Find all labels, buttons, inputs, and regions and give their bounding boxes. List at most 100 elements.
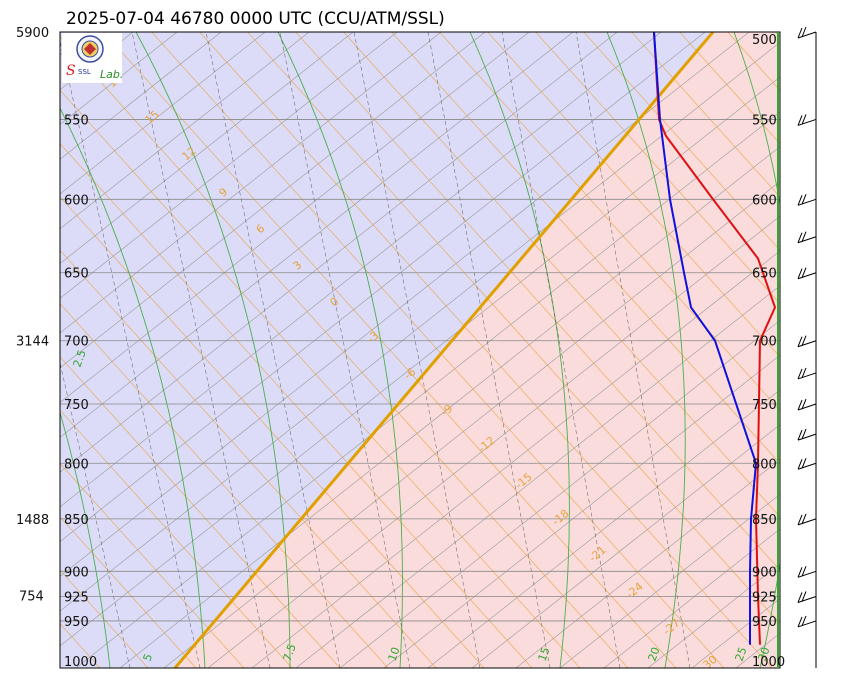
- dry-adiabat-line: [60, 36, 629, 668]
- isotherm-line: [60, 32, 354, 264]
- chart-title: 2025-07-04 46780 0000 UTC (CCU/ATM/SSL): [66, 9, 445, 29]
- wind-barb: [797, 231, 817, 244]
- moist-adiabat-line: [60, 107, 206, 668]
- wind-barb: [797, 267, 817, 280]
- dry-adiabat-line: [439, 32, 780, 411]
- pressure-label-left: 700: [64, 335, 89, 350]
- temperature-profile-line: [653, 32, 777, 645]
- dewpoint-profile-line: [653, 32, 758, 645]
- mixing-ratio-line: [279, 32, 411, 668]
- pressure-label-right: 850: [752, 513, 777, 528]
- dry-adiabat-line: [487, 32, 780, 358]
- pressure-label-right: 1000: [752, 655, 785, 670]
- dry-adiabat-line: [199, 32, 773, 668]
- isotherm-line: [60, 32, 662, 508]
- isotherm-line: [119, 146, 780, 668]
- isotherm-line: [427, 389, 780, 668]
- plot-overlay: 1000 1000 950 950 925 925 900 900 850 850 800 800 75…: [16, 26, 817, 670]
- isotherm-line: [163, 180, 780, 668]
- logo-text: Lab.: [100, 68, 123, 81]
- pressure-label-left: 650: [64, 267, 89, 282]
- isotherm-line: [515, 459, 780, 668]
- svg-text:S: S: [66, 63, 76, 79]
- wind-barb: [797, 194, 817, 206]
- dry-adiabat-line: [583, 32, 780, 251]
- moist-adiabat-label: 10: [386, 645, 403, 663]
- pressure-label-right: 950: [752, 615, 777, 630]
- isotherm-line: [0, 32, 45, 668]
- mixing-ratio-line: [205, 32, 341, 668]
- dry-adiabat-line: [60, 356, 341, 668]
- isotherm-line: [339, 320, 780, 668]
- mixing-ratio-line: [353, 32, 481, 668]
- dry-adiabat-line: [60, 249, 437, 668]
- isotherm-line: [60, 76, 780, 647]
- isotherm-line: [60, 32, 310, 230]
- dry-adiabat-line: [151, 32, 725, 668]
- pressure-label-left: 850: [64, 513, 89, 528]
- mixing-ratio-line: [427, 32, 551, 668]
- dry-adiabat-line: [247, 32, 780, 625]
- moist-adiabat-label: 20: [646, 645, 663, 663]
- moist-adiabat-label: 7.5: [281, 642, 299, 663]
- moist-adiabat-label: 2.5: [71, 348, 89, 369]
- moist-adiabat-line: [469, 32, 570, 668]
- moist-adiabat-label: 5: [141, 652, 156, 663]
- moist-adiabat-label: 30: [756, 645, 773, 663]
- dry-adiabat-line: [60, 516, 197, 668]
- moist-adiabat-line: [277, 32, 403, 668]
- dry-adiabat-line: [0, 32, 4, 668]
- pressure-label-left: 800: [64, 457, 89, 472]
- isotherm-line: [60, 41, 780, 612]
- isotherm-line: [295, 285, 780, 668]
- dry-adiabat-line: [60, 89, 581, 668]
- isotherm-line: [60, 32, 486, 369]
- wind-barb: [797, 513, 817, 526]
- isotherm-line: [60, 32, 266, 195]
- pressure-label-right: 500: [752, 33, 777, 48]
- dry-adiabat-line: [0, 32, 52, 668]
- isotherm-line: [251, 250, 780, 668]
- moist-adiabat-line: [60, 665, 61, 668]
- isotherm-line: [0, 32, 1, 668]
- wind-barb: [797, 566, 817, 578]
- stable-region: [60, 32, 713, 668]
- pressure-label-right: 900: [752, 565, 777, 580]
- dry-adiabat-line: [60, 303, 389, 668]
- mixing-ratio-line: [60, 361, 131, 668]
- isotherm-line: [60, 32, 222, 160]
- mixing-ratio-line: [60, 39, 201, 668]
- dry-adiabat-line: [60, 409, 293, 668]
- mixing-ratio-line: [501, 32, 621, 668]
- wind-barb: [797, 615, 817, 628]
- pressure-label-right: 650: [752, 267, 777, 282]
- isotherm-line: [559, 493, 780, 668]
- pressure-label-right: 700: [752, 335, 777, 350]
- plot-frame: [59, 31, 781, 669]
- pressure-label-left: 950: [64, 615, 89, 630]
- dry-adiabat-line: [343, 32, 780, 518]
- plot-area: 1815129630-3-6-9-12-15-18-21-24-27-302.5…: [0, 32, 850, 668]
- pressure-label-left: 600: [64, 193, 89, 208]
- dry-adiabat-line: [295, 32, 780, 571]
- dry-adiabat-line: [60, 143, 533, 668]
- moist-adiabat-label: 15: [536, 645, 553, 663]
- wind-barb: [797, 458, 817, 470]
- isotherm-line: [471, 424, 780, 668]
- pressure-label-right: 925: [752, 590, 777, 605]
- wind-barb: [797, 335, 817, 348]
- mixing-ratio-line: [60, 666, 61, 668]
- isotherm-line: [60, 32, 750, 577]
- moist-adiabat-line: [135, 32, 291, 668]
- moist-adiabat-label: 25: [733, 645, 750, 663]
- pressure-label-right: 800: [752, 457, 777, 472]
- isotherm-line: [60, 32, 530, 403]
- dry-adiabat-line: [824, 32, 850, 668]
- wind-barb: [797, 367, 817, 380]
- dry-adiabat-line: [535, 32, 780, 305]
- moist-adiabat-line: [60, 410, 111, 668]
- pressure-label-left: 925: [64, 590, 89, 605]
- dry-adiabat-line: [60, 463, 245, 668]
- parcel-boundary-line: [173, 32, 715, 668]
- height-label: 3144: [16, 335, 49, 350]
